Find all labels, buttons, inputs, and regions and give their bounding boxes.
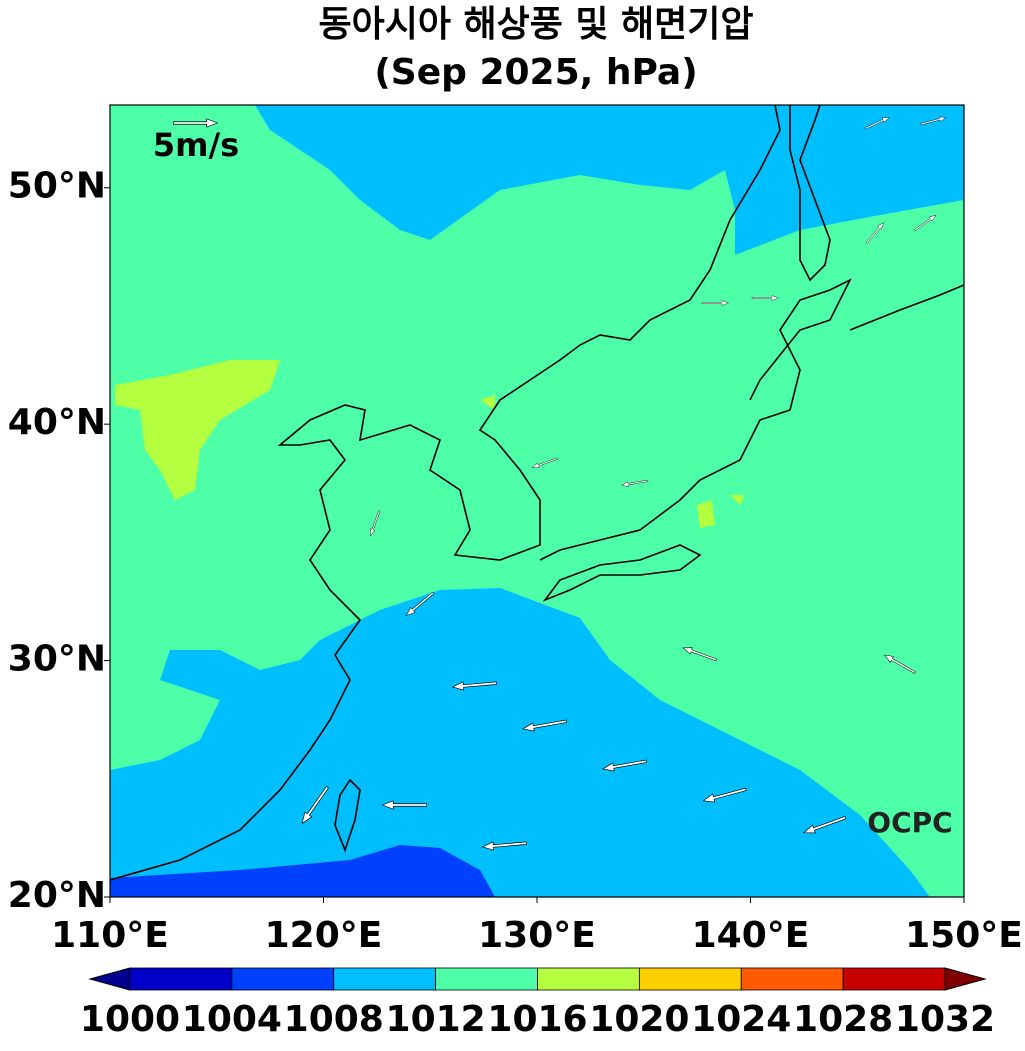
colorbar-swatch [740,967,844,991]
field-1008 [110,588,930,897]
colorbar: 1000 1004 1008 1012 1016 1020 1024 1028 1032 [80,967,995,1040]
reference-vector-label: 5m/s [153,126,239,164]
y-tick-label: 50°N [8,166,106,207]
colorbar-swatch [537,967,640,991]
colorbar-label: 1000 [80,999,180,1040]
x-tick-label: 130°E [478,915,596,956]
x-tick-label: 140°E [692,915,810,956]
field-1008 [255,105,964,255]
field-1016 [115,360,280,500]
colorbar-swatch [129,967,233,991]
colorbar-label: 1032 [895,999,995,1040]
colorbar-label: 1008 [284,999,384,1040]
colorbar-label: 1020 [589,999,689,1040]
axes: 110°E 120°E 130°E 140°E 150°E 20°N 30°N 40°N 50°… [8,166,1023,956]
subtitle: (Sep 2025, hPa) [374,52,697,93]
colorbar-label: 1004 [182,999,282,1040]
x-tick-label: 150°E [905,915,1023,956]
colorbar-swatch [638,967,742,991]
colorbar-swatch [333,967,437,991]
colorbar-extend-high [944,967,987,991]
y-tick-label: 20°N [8,875,106,916]
colorbar-label: 1012 [386,999,486,1040]
colorbar-extend-low [88,967,131,991]
y-tick-label: 30°N [8,639,106,680]
x-tick-label: 120°E [265,915,383,956]
pressure-field [110,105,964,897]
watermark: OCPC [867,806,952,839]
colorbar-swatch [842,967,946,991]
y-tick-label: 40°N [8,402,106,443]
colorbar-swatch [435,967,538,991]
colorbar-label: 1028 [793,999,893,1040]
title: 동아시아 해상풍 및 해면기압 [318,4,753,45]
coastline [110,105,964,881]
field-1004 [110,845,495,897]
colorbar-label: 1016 [487,999,587,1040]
colorbar-swatch [231,967,335,991]
colorbar-label: 1024 [691,999,791,1040]
x-tick-label: 110°E [51,915,169,956]
